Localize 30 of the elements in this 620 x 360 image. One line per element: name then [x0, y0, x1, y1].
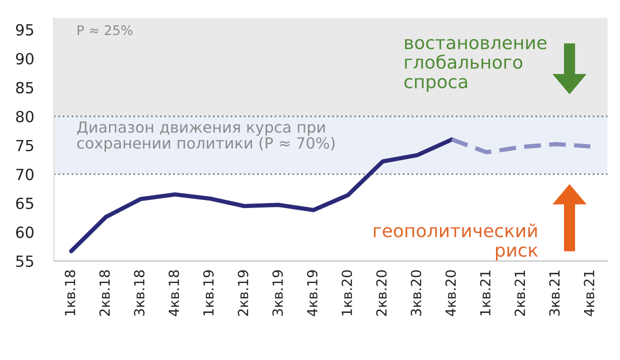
x-tick-label: 4кв.20 [445, 270, 456, 316]
y-tick-label: 70 [16, 168, 34, 180]
x-tick-label: 2кв.20 [376, 270, 387, 316]
line-series [450, 137, 592, 154]
y-tick-label: 85 [16, 82, 34, 94]
x-tick-label: 4кв.18 [168, 270, 180, 316]
x-tick-label: 1кв.18 [64, 270, 76, 316]
x-tick-label: 2кв.19 [238, 270, 248, 316]
x-tick-label: 3кв.19 [272, 270, 283, 316]
y-tick-label: 90 [16, 52, 34, 65]
y-tick-label: 80 [16, 110, 34, 122]
x-tick-label: 4кв.19 [306, 270, 318, 316]
y-tick-label: 95 [16, 24, 34, 36]
annotation: геополитический риск [374, 223, 538, 260]
y-tick-label: 65 [16, 198, 34, 210]
x-tick-label: 2кв.21 [514, 270, 525, 316]
y-tick-label: 75 [16, 140, 34, 152]
x-tick-label: 1кв.20 [342, 270, 352, 316]
band-label: P ≈ 25% [78, 25, 132, 36]
x-tick-label: 3кв.21 [549, 270, 560, 316]
x-tick-label: 3кв.18 [134, 270, 144, 316]
x-tick-label: 1кв.19 [203, 270, 214, 316]
x-tick-label: 2кв.18 [99, 270, 110, 316]
y-tick-label: 60 [16, 226, 34, 238]
x-tick-label: 1кв.21 [480, 270, 490, 316]
x-tick-label: 4кв.21 [584, 270, 594, 316]
band-label: Диапазон движения курса при сохранении политики (P ≈ 70%) [77, 121, 335, 152]
y-tick-label: 55 [16, 256, 34, 268]
annotation: востановление глобального спроса [404, 38, 546, 92]
x-tick-label: 3кв.20 [410, 270, 422, 316]
